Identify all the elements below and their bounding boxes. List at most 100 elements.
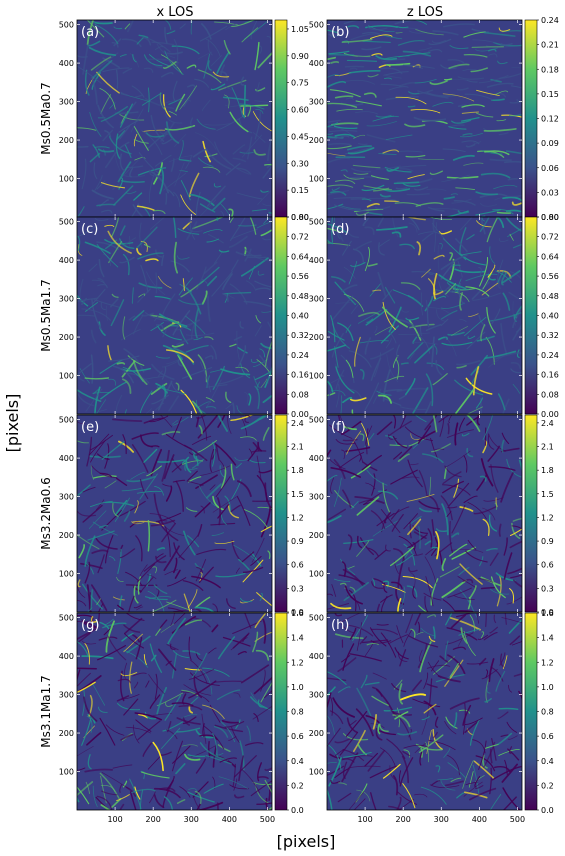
colorbar-tick-label: 2.4 [291, 419, 304, 428]
colorbar-tick-label: 0.0 [541, 608, 554, 617]
y-tick-label: 300 [59, 493, 74, 502]
heatmap-image [327, 20, 522, 217]
colorbar-tick-label: 0.56 [291, 272, 309, 281]
panel-f: (f) 100 200 300 400 500 0.0 0.3 0.6 0.9 1.2 1.5 1.8 2… [309, 414, 554, 617]
x-tick-label: 500 [510, 815, 525, 824]
colorbar-tick-label: 0.21 [541, 41, 559, 50]
colorbar [524, 612, 538, 811]
colorbar [274, 19, 288, 218]
colorbar-tick-label: 1.5 [291, 490, 304, 499]
heatmap-image [327, 217, 522, 414]
y-tick-label: 100 [309, 372, 324, 381]
colorbar-tick-label: 0.32 [541, 331, 559, 340]
colorbar-tick-label: 1.6 [291, 609, 304, 618]
panel-label: (e) [81, 420, 99, 435]
colorbar [524, 216, 538, 415]
colorbar-tick-label: 0.72 [541, 233, 559, 242]
colorbar-tick-label: 1.8 [541, 466, 554, 475]
x-tick-label: 500 [260, 815, 275, 824]
colorbar-tick-label: 0.12 [541, 115, 559, 124]
titles: x LOS z LOS [pixels] [pixels] [3, 5, 443, 851]
y-tick-label: 500 [59, 614, 74, 623]
colorbar [274, 414, 288, 613]
y-tick-label: 400 [309, 59, 324, 68]
colorbar-tick-label: 0.18 [541, 65, 559, 74]
y-tick-label: 500 [59, 21, 74, 30]
y-tick-label: 300 [309, 98, 324, 107]
colorbar-tick-label: 0.3 [291, 584, 304, 593]
panel-label: (d) [331, 222, 349, 237]
colorbar-tick-label: 0.15 [541, 90, 559, 99]
y-tick-label: 100 [59, 175, 74, 184]
panel-h: (h) 100 200 300 400 500 100 200 300 400 500 0.0 0.2 0… [309, 609, 554, 824]
panel-frame [76, 414, 273, 613]
colorbar-tick-label: 0.00 [541, 410, 559, 419]
heatmap-filaments [77, 217, 272, 414]
colorbar-tick-label: 0.08 [541, 390, 559, 399]
y-tick-label: 100 [59, 768, 74, 777]
colorbar-tick-label: 0.6 [541, 561, 554, 570]
colorbar [524, 414, 538, 613]
colorbar-tick-label: 0.0 [291, 806, 304, 815]
y-tick-label: 200 [309, 531, 324, 540]
colorbar-tick-label: 1.0 [291, 683, 304, 692]
colorbar-tick-label: 0.4 [541, 757, 554, 766]
y-tick-label: 500 [59, 416, 74, 425]
colorbar-tick-label: 0.56 [541, 272, 559, 281]
colorbar-tick-label: 0.48 [541, 292, 559, 301]
colorbar-tick-label: 0.06 [541, 164, 559, 173]
colorbar-tick-label: 0.6 [291, 561, 304, 570]
x-tick-label: 400 [222, 815, 237, 824]
colorbar-tick-label: 0.9 [541, 537, 554, 546]
colorbar-tick-label: 0.4 [291, 757, 304, 766]
panel-label: (a) [81, 25, 99, 40]
colorbar-tick-label: 0.08 [291, 390, 309, 399]
colorbar-tick-label: 1.2 [291, 658, 304, 667]
y-tick-label: 300 [59, 98, 74, 107]
colorbar-tick-label: 0.64 [291, 252, 309, 261]
y-tick-label: 100 [59, 372, 74, 381]
x-tick-label: 300 [184, 815, 199, 824]
colorbar-tick-label: 1.2 [541, 658, 554, 667]
y-axis-label: [pixels] [3, 394, 22, 453]
y-tick-label: 400 [309, 256, 324, 265]
y-tick-label: 500 [309, 218, 324, 227]
y-tick-label: 100 [309, 768, 324, 777]
colorbar-tick-label: 0.24 [541, 16, 559, 25]
y-tick-label: 300 [309, 295, 324, 304]
y-tick-label: 300 [309, 493, 324, 502]
y-tick-label: 200 [59, 729, 74, 738]
colorbar-tick-label: 0.24 [541, 351, 559, 360]
colorbar-tick-label: 1.0 [541, 683, 554, 692]
heatmap-filaments [77, 20, 272, 217]
colorbar-tick-label: 1.6 [541, 609, 554, 618]
y-tick-label: 300 [59, 295, 74, 304]
colorbar-tick-label: 0.9 [291, 537, 304, 546]
colorbar-tick-label: 2.1 [541, 443, 554, 452]
colorbar-tick-label: 0.00 [291, 410, 309, 419]
colorbar [274, 216, 288, 415]
colorbar-tick-label: 1.8 [291, 466, 304, 475]
panel-b: (b) 100 200 300 400 500 0.00 0.03 0.06 0.09 0.12 0.… [309, 16, 559, 222]
row-label: Ms0.5Ma1.7 [39, 279, 53, 351]
y-tick-label: 400 [59, 59, 74, 68]
panel-label: (f) [331, 420, 346, 435]
colorbar-tick-label: 2.1 [291, 443, 304, 452]
colorbar-tick-label: 0.3 [541, 584, 554, 593]
colorbar-tick-label: 0.2 [291, 781, 304, 790]
colorbar-tick-label: 1.5 [541, 490, 554, 499]
panel-label: (b) [331, 25, 349, 40]
colorbar-tick-label: 1.2 [541, 513, 554, 522]
panel-c: (c) 100 200 300 400 500 0.00 0.08 0.16 0.24 0.32 0.… [59, 213, 309, 419]
y-tick-label: 100 [309, 570, 324, 579]
colorbar-tick-label: 0.64 [541, 252, 559, 261]
x-tick-label: 400 [472, 815, 487, 824]
colorbar-tick-label: 0.6 [541, 732, 554, 741]
colorbar-tick-label: 1.4 [541, 634, 554, 643]
x-tick-label: 100 [107, 815, 122, 824]
panel-frame [76, 216, 273, 415]
colorbar-tick-label: 1.2 [291, 513, 304, 522]
heatmap-filaments [327, 20, 522, 217]
colorbar-tick-label: 1.4 [291, 634, 304, 643]
colorbar [524, 19, 538, 218]
